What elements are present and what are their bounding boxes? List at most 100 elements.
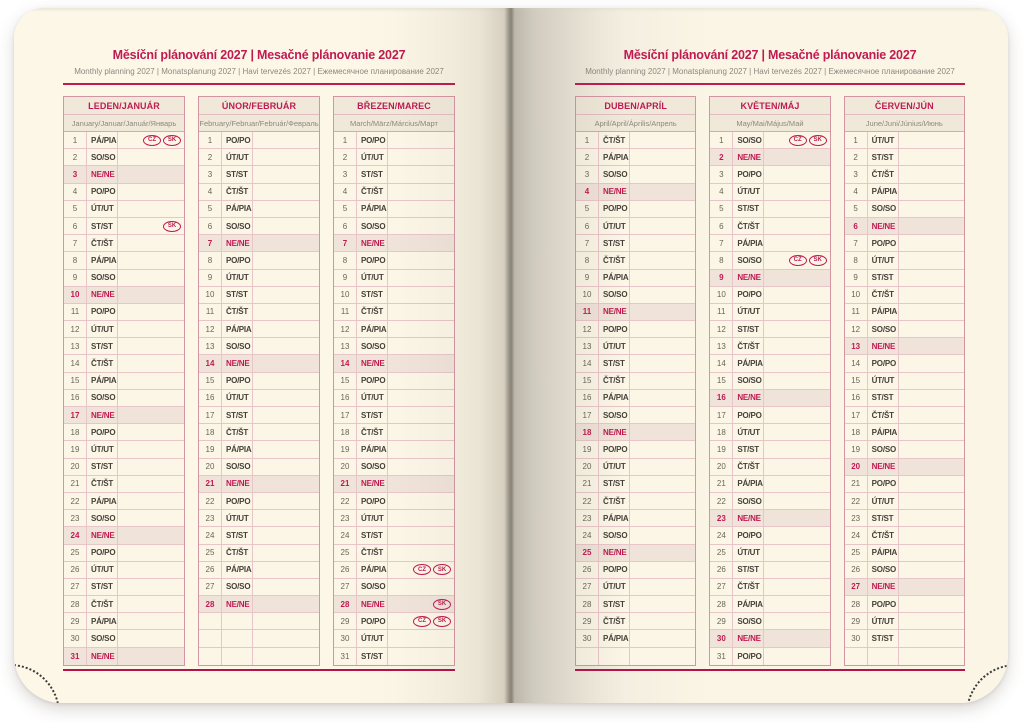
month-subtitle: April/April/Április/Апрель: [576, 115, 696, 132]
months-row-left: LEDEN/JANUÁR January/Januar/Január/Январь…: [63, 96, 455, 666]
notes-cell: [899, 132, 964, 148]
day-number: 27: [64, 578, 87, 596]
day-number: 20: [576, 458, 599, 475]
day-number: 25: [710, 544, 734, 561]
notes-cell: [388, 424, 454, 440]
day-row-march-5: 5 PÁ/PIA: [334, 200, 454, 218]
day-abbrev: PÁ/PIA: [87, 613, 118, 630]
holiday-badges: CZ SK: [413, 564, 451, 576]
day-number: 8: [334, 252, 357, 269]
notes-cell: [253, 373, 319, 389]
day-number: 13: [64, 338, 87, 355]
notes-cell: [388, 527, 454, 543]
day-row-june-10: 10 ČT/ŠT: [844, 286, 964, 304]
day-abbrev: PÁ/PIA: [357, 200, 388, 217]
day-number: 30: [64, 630, 87, 647]
day-number: 11: [576, 303, 599, 321]
day-number: 4: [64, 183, 87, 200]
day-number: 16: [64, 389, 87, 406]
notes-cell: [253, 218, 319, 234]
day-number: 12: [576, 321, 599, 338]
day-abbrev: SO/SO: [222, 578, 253, 596]
notes-cell: [764, 527, 829, 543]
day-abbrev: ÚT/UT: [868, 613, 899, 630]
day-abbrev: ČT/ŠT: [357, 424, 388, 441]
day-abbrev: NE/NE: [357, 596, 388, 613]
day-number: 10: [199, 286, 222, 303]
day-row-april-3: 3 SO/SO: [576, 166, 696, 184]
notes-cell: [118, 373, 184, 389]
day-abbrev: PÁ/PIA: [868, 183, 899, 200]
day-row-february-4: 4 ČT/ŠT: [199, 183, 319, 201]
day-row-may-7: 7 PÁ/PIA: [710, 235, 830, 253]
day-row-may-19: 19 ST/ST: [710, 441, 830, 459]
month-table-march: BŘEZEN/MAREC March/März/Március/Март 1 PO/P…: [333, 96, 455, 666]
day-number: 29: [710, 613, 734, 630]
day-abbrev: SO/SO: [599, 286, 630, 303]
day-row-june-18: 18 PÁ/PIA: [844, 424, 964, 442]
day-number: 5: [710, 200, 734, 217]
notes-cell: [764, 613, 829, 629]
day-abbrev: NE/NE: [599, 544, 630, 561]
empty-notes-cell: [253, 630, 319, 646]
day-number: 14: [576, 355, 599, 372]
day-row-january-9: 9 SO/SO: [64, 269, 184, 287]
day-row-january-16: 16 SO/SO: [64, 389, 184, 407]
day-number: 19: [845, 441, 868, 458]
day-number: 16: [334, 389, 357, 406]
notes-cell: [899, 338, 964, 354]
day-number: 21: [334, 475, 357, 492]
notes-cell: [764, 441, 829, 457]
day-abbrev: ST/ST: [599, 235, 630, 252]
notes-cell: [630, 493, 695, 509]
day-number: 15: [845, 372, 868, 389]
day-row-march-20: 20 SO/SO: [334, 458, 454, 476]
day-abbrev: SO/SO: [357, 217, 388, 235]
day-row-april-22: 22 ČT/ŠT: [576, 492, 696, 511]
day-number: 27: [334, 578, 357, 596]
empty-number-cell: [576, 647, 599, 665]
day-number: 28: [710, 596, 734, 613]
day-abbrev: PÁ/PIA: [357, 321, 388, 338]
day-abbrev: SO/SO: [599, 527, 630, 544]
day-row-april-11: 11 NE/NE: [576, 303, 696, 322]
day-number: 13: [710, 338, 734, 355]
day-number: 28: [576, 596, 599, 613]
day-row-may-28: 28 PÁ/PIA: [710, 596, 830, 614]
day-abbrev: ČT/ŠT: [599, 252, 630, 269]
day-number: 24: [64, 527, 87, 544]
notes-cell: [118, 149, 184, 165]
day-number: 27: [576, 578, 599, 596]
day-number: 10: [710, 286, 734, 303]
day-abbrev: ST/ST: [868, 269, 899, 286]
day-number: 24: [576, 527, 599, 544]
holiday-badges: CZ SK: [143, 134, 181, 146]
empty-notes-cell: [253, 648, 319, 665]
day-number: 12: [334, 321, 357, 338]
month-subtitle: March/März/Március/Март: [334, 115, 454, 132]
day-row-february-9: 9 ÚT/UT: [199, 269, 319, 287]
day-number: 7: [334, 235, 357, 252]
day-number: 6: [845, 217, 868, 235]
day-row-may-16: 16 NE/NE: [710, 389, 830, 407]
notes-cell: [630, 441, 695, 457]
day-abbrev: ÚT/UT: [868, 372, 899, 389]
day-row-january-23: 23 SO/SO: [64, 510, 184, 528]
notes-cell: [118, 493, 184, 509]
day-number: 4: [710, 183, 734, 200]
day-number: 25: [64, 544, 87, 561]
day-abbrev: SO/SO: [87, 269, 118, 286]
day-abbrev: ČT/ŠT: [733, 338, 765, 355]
day-abbrev: ČT/ŠT: [733, 217, 765, 235]
day-row-june-4: 4 PÁ/PIA: [844, 183, 964, 201]
day-abbrev: ÚT/UT: [599, 338, 630, 355]
day-abbrev: ÚT/UT: [357, 149, 388, 166]
day-abbrev: NE/NE: [868, 217, 899, 235]
day-number: 28: [334, 596, 357, 613]
day-row-june-6: 6 NE/NE: [844, 217, 964, 236]
day-number: 21: [710, 475, 734, 492]
notes-cell: [388, 545, 454, 561]
notes-cell: [118, 304, 184, 320]
day-abbrev: SO/SO: [87, 510, 118, 527]
day-number: 7: [576, 235, 599, 252]
